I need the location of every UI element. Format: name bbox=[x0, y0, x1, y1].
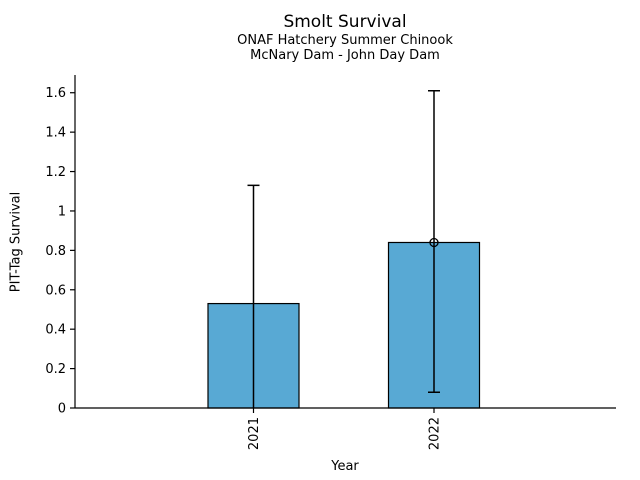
chart-title: Smolt Survival bbox=[283, 12, 406, 32]
y-tick-label: 1 bbox=[58, 204, 66, 219]
y-axis-label: PIT-Tag Survival bbox=[9, 192, 24, 292]
chart-subtitle-line2: McNary Dam - John Day Dam bbox=[250, 48, 440, 63]
chart-subtitle-line1: ONAF Hatchery Summer Chinook bbox=[237, 33, 453, 48]
y-tick-label: 0 bbox=[58, 402, 66, 417]
y-tick-label: 0.4 bbox=[45, 323, 66, 338]
plot-area: 0 0.2 0.4 0.6 0.8 1 1.2 1.4 1.6 2021 2022 bbox=[45, 75, 616, 450]
y-tick-label: 0.8 bbox=[45, 244, 66, 259]
x-tick-label-2021: 2021 bbox=[247, 417, 262, 450]
y-tick-label: 0.2 bbox=[45, 362, 66, 377]
y-tick-label: 1.6 bbox=[45, 86, 66, 101]
y-tick-label: 0.6 bbox=[45, 283, 66, 298]
y-tick-label: 1.4 bbox=[45, 126, 66, 141]
point-marker-2022 bbox=[429, 237, 439, 248]
x-tick-label-2022: 2022 bbox=[428, 417, 443, 450]
x-axis-label: Year bbox=[330, 459, 359, 474]
y-tick-label: 1.2 bbox=[45, 165, 66, 180]
